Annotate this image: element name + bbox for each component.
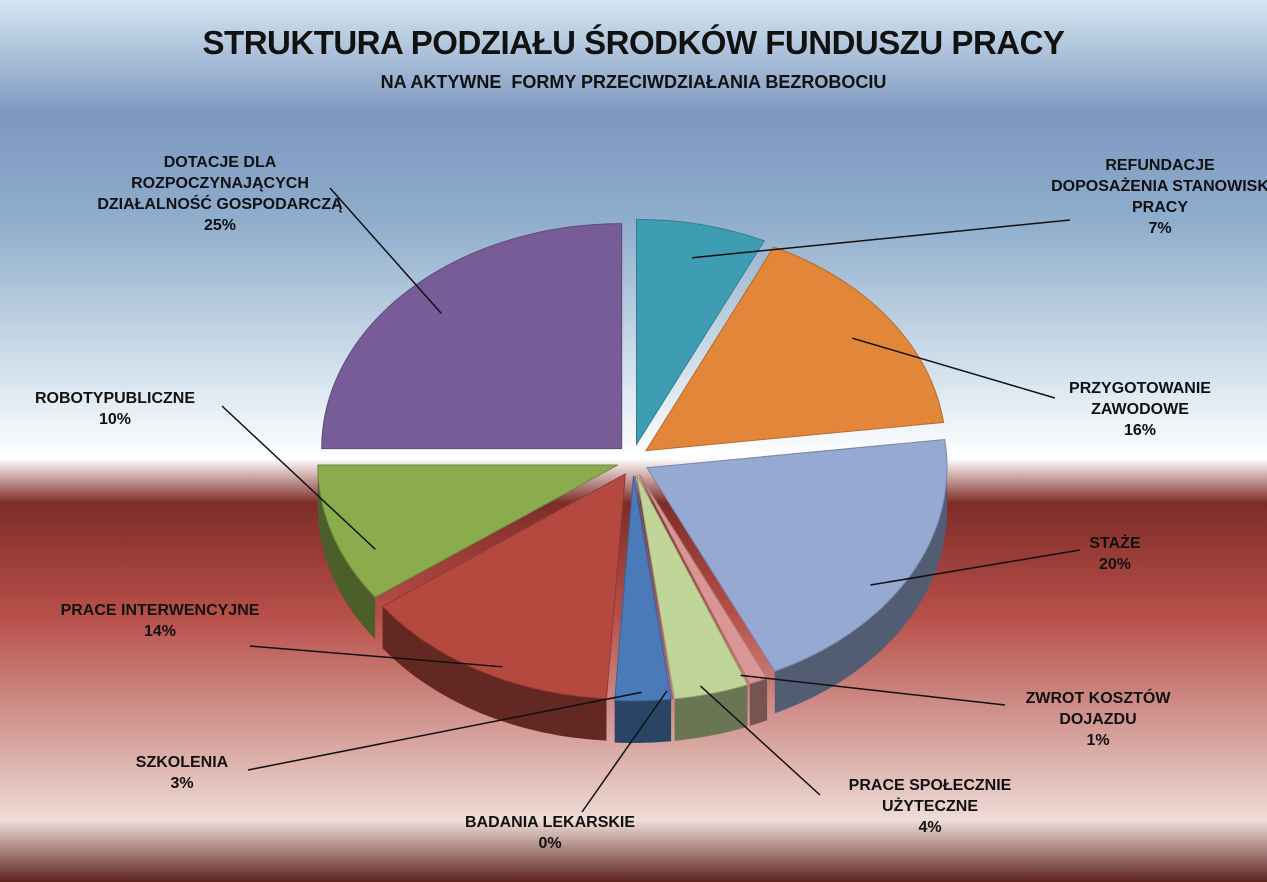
- category-label: PRACE INTERWENCYJNE: [60, 602, 260, 619]
- category-label: REFUNDACJE DOPOSAŻENIA STANOWISK PRACY: [1051, 157, 1267, 216]
- slice-side: [317, 464, 376, 640]
- slice-label: PRACE INTERWENCYJNE 14%: [60, 600, 260, 642]
- slice-label: ZWROT KOSZTÓW DOJAZDU 1%: [993, 688, 1203, 751]
- leader-line: [699, 685, 821, 796]
- slice-label: STAŻE 20%: [1055, 533, 1175, 575]
- value-label: 4%: [918, 819, 942, 836]
- value-label: 14%: [143, 623, 177, 640]
- slice-label: REFUNDACJE DOPOSAŻENIA STANOWISK PRACY 7%: [1050, 155, 1267, 239]
- category-label: ROBOTYPUBLICZNE: [35, 390, 195, 407]
- slice-side: [614, 699, 672, 743]
- slice: [321, 223, 623, 450]
- value-label: 3%: [170, 775, 194, 792]
- category-label: PRACE SPOŁECZNIE UŻYTECZNE: [848, 777, 1012, 815]
- category-label: PRZYGOTOWANIE ZAWODOWE: [1069, 380, 1211, 418]
- leader-line: [852, 337, 1056, 399]
- slice: [317, 464, 619, 598]
- slice: [644, 246, 945, 452]
- slice: [646, 438, 948, 672]
- value-label: 7%: [1148, 220, 1172, 237]
- value-label: 20%: [1098, 556, 1132, 573]
- slice: [636, 475, 749, 700]
- slice-label: PRACE SPOŁECZNIE UŻYTECZNE 4%: [810, 775, 1050, 838]
- leader-line: [329, 187, 442, 314]
- category-label: ZWROT KOSZTÓW DOJAZDU: [1025, 690, 1171, 728]
- value-label: 1%: [1086, 732, 1110, 749]
- category-label: BADANIA LEKARSKIE: [464, 814, 636, 831]
- slice-side: [774, 467, 948, 714]
- slice-label: BADANIA LEKARSKIE 0%: [420, 812, 680, 854]
- slice-label: ROBOTYPUBLICZNE 10%: [0, 388, 230, 430]
- slice-side: [382, 606, 607, 741]
- slice-label: DOTACJE DLA ROZPOCZYNAJĄCYCH DZIAŁALNOŚĆ…: [95, 152, 345, 236]
- slice-label: PRZYGOTOWANIE ZAWODOWE 16%: [1045, 378, 1235, 441]
- value-label: 16%: [1123, 422, 1157, 439]
- slice-label: SZKOLENIA 3%: [112, 752, 252, 794]
- value-label: 0%: [538, 835, 562, 852]
- value-label: 10%: [98, 411, 132, 428]
- leader-line: [249, 645, 503, 668]
- category-label: SZKOLENIA: [135, 754, 229, 771]
- slice-side: [749, 678, 768, 726]
- slice: [381, 473, 626, 700]
- category-label: DOTACJE DLA ROZPOCZYNAJĄCYCH DZIAŁALNOŚĆ…: [97, 154, 343, 213]
- category-label: STAŻE: [1089, 535, 1141, 552]
- slice-side: [674, 684, 748, 741]
- chart-title: STRUKTURA PODZIAŁU ŚRODKÓW FUNDUSZU PRAC…: [202, 24, 1065, 61]
- chart-subtitle: NA AKTYWNE FORMY PRZECIWDZIAŁANIA BEZROB…: [380, 72, 887, 92]
- leader-line: [740, 674, 1006, 706]
- leader-line: [870, 549, 1081, 586]
- leader-line: [247, 691, 642, 771]
- slice: [635, 218, 765, 447]
- leader-line: [692, 219, 1071, 259]
- value-label: 25%: [203, 217, 237, 234]
- leader-line: [221, 405, 376, 550]
- slice: [614, 475, 672, 702]
- leader-line: [581, 690, 668, 813]
